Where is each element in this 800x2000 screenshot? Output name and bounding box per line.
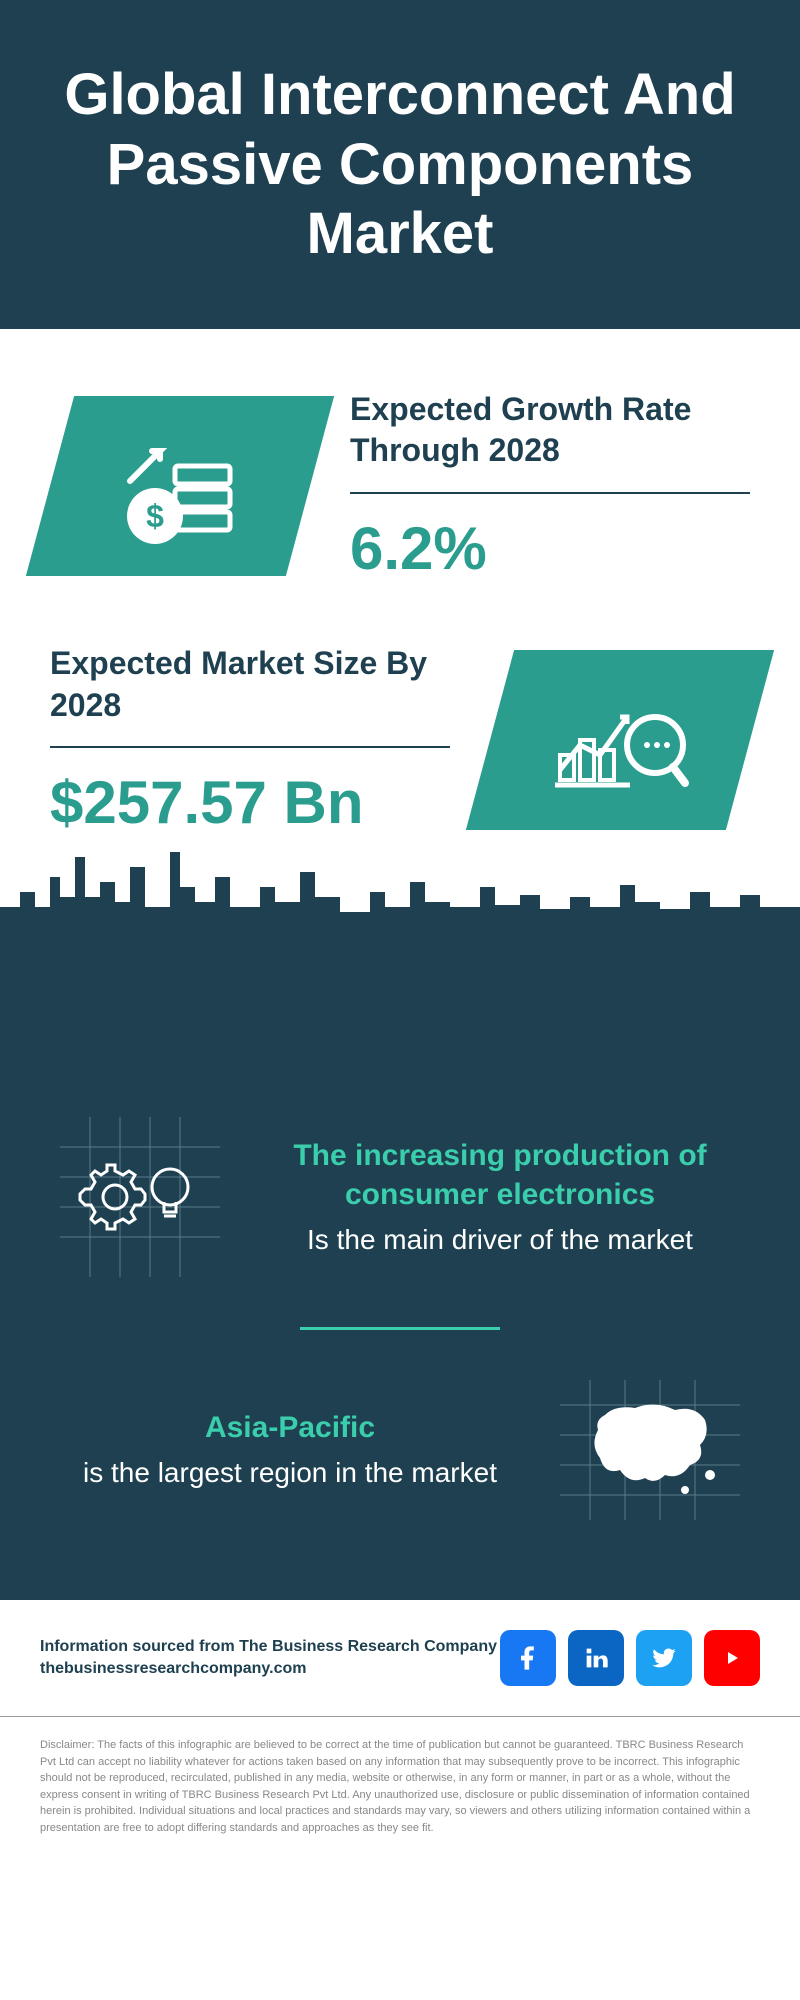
youtube-icon: [716, 1646, 748, 1670]
growth-label: Expected Growth Rate Through 2028: [350, 389, 750, 472]
disclaimer: Disclaimer: The facts of this infographi…: [0, 1716, 800, 1876]
facebook-button[interactable]: [500, 1630, 556, 1686]
svg-text:$: $: [146, 498, 164, 534]
chart-analysis-icon: [545, 675, 695, 805]
dark-section: The increasing production of consumer el…: [0, 1077, 800, 1600]
skyline-graphic: [0, 937, 800, 1077]
source-line1: Information sourced from The Business Re…: [40, 1636, 497, 1658]
footer: Information sourced from The Business Re…: [0, 1600, 800, 1716]
linkedin-icon: [582, 1644, 610, 1672]
facebook-icon: [514, 1644, 542, 1672]
region-row: Asia-Pacific is the largest region in th…: [60, 1380, 740, 1520]
driver-subtext: Is the main driver of the market: [260, 1222, 740, 1258]
market-size-stat-text: Expected Market Size By 2028 $257.57 Bn: [50, 643, 450, 837]
social-icons: [500, 1630, 760, 1686]
driver-row: The increasing production of consumer el…: [60, 1117, 740, 1277]
asia-map-icon: [560, 1380, 740, 1520]
page-title: Global Interconnect And Passive Componen…: [40, 60, 760, 269]
market-size-value: $257.57 Bn: [50, 768, 450, 837]
teal-divider: [300, 1327, 500, 1330]
driver-text: The increasing production of consumer el…: [260, 1136, 740, 1258]
twitter-button[interactable]: [636, 1630, 692, 1686]
growth-value: 6.2%: [350, 514, 750, 583]
market-size-stat-row: Expected Market Size By 2028 $257.57 Bn: [50, 643, 750, 837]
source-line2: thebusinessresearchcompany.com: [40, 1658, 497, 1680]
growth-icon-box: $: [26, 396, 334, 576]
header-banner: Global Interconnect And Passive Componen…: [0, 0, 800, 329]
linkedin-button[interactable]: [568, 1630, 624, 1686]
source-text: Information sourced from The Business Re…: [40, 1636, 497, 1681]
stats-section: $ Expected Growth Rate Through 2028 6.2%: [0, 329, 800, 937]
region-text: Asia-Pacific is the largest region in th…: [60, 1408, 520, 1491]
gear-bulb-icon: [60, 1117, 220, 1277]
region-subtext: is the largest region in the market: [60, 1455, 520, 1491]
market-size-label: Expected Market Size By 2028: [50, 643, 450, 726]
youtube-button[interactable]: [704, 1630, 760, 1686]
driver-highlight: The increasing production of consumer el…: [260, 1136, 740, 1214]
growth-stat-text: Expected Growth Rate Through 2028 6.2%: [350, 389, 750, 583]
money-growth-icon: $: [110, 421, 250, 551]
growth-stat-row: $ Expected Growth Rate Through 2028 6.2%: [50, 389, 750, 583]
twitter-icon: [650, 1644, 678, 1672]
region-highlight: Asia-Pacific: [60, 1408, 520, 1447]
divider: [50, 746, 450, 748]
market-size-icon-box: [466, 650, 774, 830]
divider: [350, 492, 750, 494]
